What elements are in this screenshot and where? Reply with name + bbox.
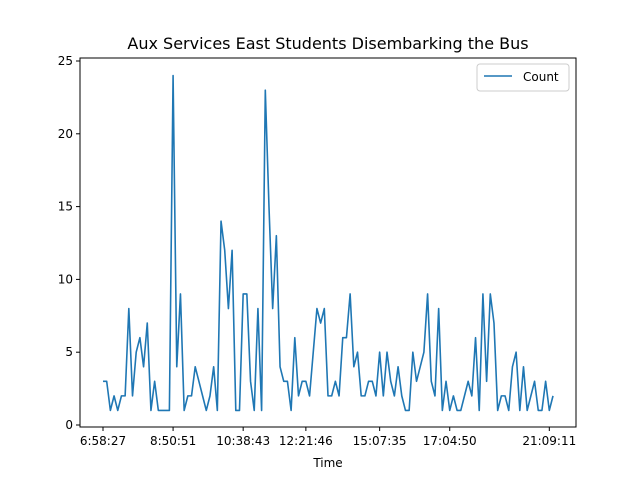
plot-frame	[79, 57, 577, 428]
x-axis: 6:58:27 8:50:51 10:38:43 12:21:46 15:07:35 17…	[80, 427, 576, 448]
y-tick-label: 20	[58, 127, 73, 141]
legend-box	[476, 63, 570, 92]
x-tick-label: 21:09:11	[522, 434, 576, 448]
x-tick-label: 10:38:43	[216, 434, 270, 448]
y-tick-label: 0	[65, 418, 73, 432]
x-tick-label: 12:21:46	[279, 434, 333, 448]
y-tick-label: 10	[58, 272, 73, 286]
y-tick-label: 25	[58, 54, 73, 68]
y-tick-label: 15	[58, 200, 73, 214]
chart-title: Aux Services East Students Disembarking …	[127, 34, 528, 53]
y-tick-label: 5	[65, 345, 73, 359]
x-tick-label: 6:58:27	[80, 434, 126, 448]
x-axis-label: Time	[312, 456, 342, 470]
x-tick-label: 15:07:35	[353, 434, 407, 448]
legend-label-count: Count	[523, 70, 559, 84]
series-line-count	[103, 74, 554, 412]
x-tick-label: 8:50:51	[150, 434, 196, 448]
x-tick-label: 17:04:50	[423, 434, 477, 448]
series-layer	[103, 74, 554, 412]
y-axis: 0 5 10 15 20 25	[58, 54, 80, 432]
legend: Count	[476, 63, 570, 92]
